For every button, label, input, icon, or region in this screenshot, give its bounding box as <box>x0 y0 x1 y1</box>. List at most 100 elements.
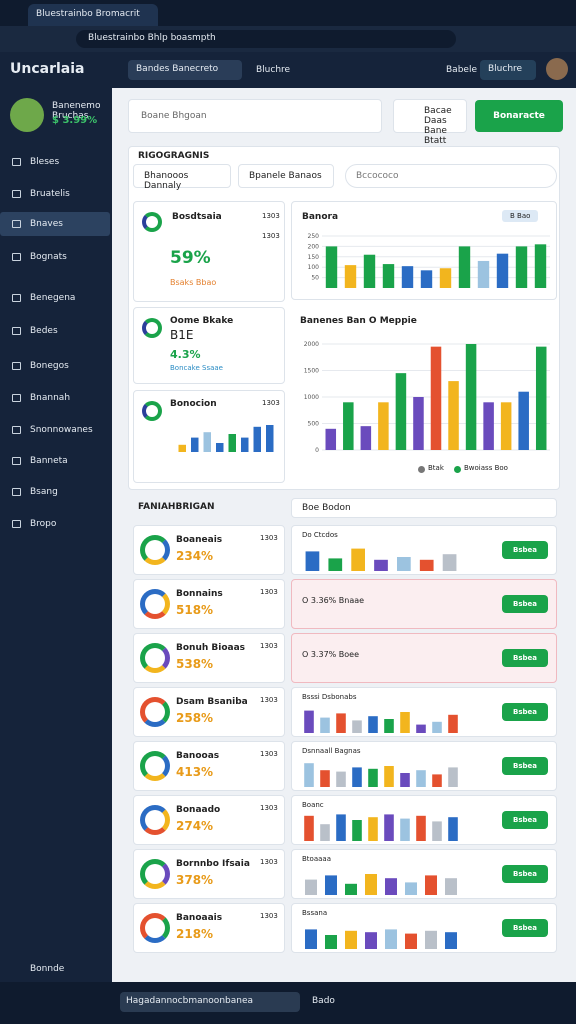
filter[interactable]: Bhanooos Dannaly <box>133 164 231 191</box>
row-button[interactable]: Bsbea <box>502 649 548 667</box>
bar <box>416 770 426 787</box>
legend-label: Btak <box>428 464 444 472</box>
row-title: Bornnbo Ifsaia <box>176 859 250 869</box>
bar <box>228 434 236 452</box>
row-button[interactable]: Bsbea <box>502 865 548 883</box>
bar <box>448 817 458 841</box>
bar <box>304 710 314 733</box>
filter[interactable]: Bpanele Banaos <box>238 164 334 188</box>
nav-icon <box>12 394 21 402</box>
filter-search[interactable]: Bccococo <box>345 164 557 188</box>
bar <box>365 932 377 949</box>
nav-item[interactable]: Bnannah <box>0 386 110 410</box>
nav-item[interactable]: Bedes <box>0 319 110 343</box>
bar-chart <box>304 763 458 787</box>
bar <box>320 770 330 787</box>
bar <box>325 428 337 450</box>
row-button[interactable]: Bsbea <box>502 919 548 937</box>
bar <box>336 771 346 787</box>
card-value: B1E <box>170 328 194 342</box>
chart-button[interactable]: B Bao <box>502 210 539 222</box>
user-name[interactable]: Babele <box>446 65 477 75</box>
card-icon <box>142 401 162 421</box>
row-button[interactable]: Bsbea <box>502 703 548 721</box>
nav-item[interactable]: Bonegos <box>0 354 110 378</box>
card-sub: 4.3% <box>170 348 201 361</box>
bar <box>320 717 330 733</box>
search-box[interactable]: Boane Bhgoan <box>128 99 382 133</box>
bar <box>384 814 394 841</box>
bar <box>385 929 397 949</box>
y-tick-label: 500 <box>308 421 320 428</box>
row-value: 518% <box>176 603 214 617</box>
info-card[interactable]: Bacae Daas Bane Btatt <box>393 99 467 146</box>
bar <box>305 551 320 571</box>
bar <box>305 929 317 949</box>
list-card: Dsam Bsaniba 258% 1303 <box>133 687 285 737</box>
taskbar-item[interactable]: Bado <box>312 996 335 1006</box>
bar <box>535 346 547 450</box>
avatar[interactable] <box>546 58 568 80</box>
bar <box>534 244 547 288</box>
bar <box>345 930 357 949</box>
bar <box>445 932 457 949</box>
card-title: Bonocion <box>170 399 217 409</box>
row-button[interactable]: Bsbea <box>502 757 548 775</box>
bar-chart <box>305 929 457 949</box>
row-button[interactable]: Bsbea <box>502 541 548 559</box>
bar <box>448 381 459 450</box>
bar-chart: 0 500 1000 1500 2000 <box>304 341 550 452</box>
donut <box>140 535 170 565</box>
logo[interactable]: Uncarlaia <box>10 61 85 77</box>
bar <box>432 821 442 841</box>
list-action[interactable]: Boe Bodon <box>291 498 557 518</box>
row-label: Btoaaaa <box>302 855 331 863</box>
nav-label: Bruatelis <box>30 189 70 199</box>
nav-item[interactable]: Bnaves <box>0 212 110 236</box>
bar <box>465 344 477 450</box>
bar <box>203 432 211 452</box>
legend-swatch <box>454 466 461 473</box>
bar <box>395 373 407 450</box>
card-icon <box>142 212 162 232</box>
taskbar-search[interactable]: Hagadannocbmanoonbanea <box>120 992 300 1012</box>
bar <box>458 246 471 288</box>
header-badge[interactable]: Bluchre <box>480 60 536 80</box>
y-tick-label: 2000 <box>304 341 319 348</box>
y-tick-label: 0 <box>315 447 319 452</box>
browser-tab[interactable]: Bluestrainbo Bromacrit <box>28 4 158 26</box>
taskbar: Hagadannocbmanoonbanea Bado <box>0 982 576 1024</box>
nav-label: Snonnowanes <box>30 425 93 435</box>
header-link[interactable]: Bluchre <box>256 65 291 75</box>
nav-item[interactable]: Bleses <box>0 150 110 174</box>
bar <box>352 720 362 733</box>
nav-item[interactable]: Bruatelis <box>0 182 110 206</box>
list-card: Banoaais 218% 1303 <box>133 903 285 953</box>
bar <box>365 874 377 895</box>
bar-chart <box>305 874 457 895</box>
nav-item[interactable]: Snonnowanes <box>0 418 110 442</box>
url-bar[interactable]: Bluestrainbo Bhlp boasmpth <box>76 30 456 48</box>
y-tick-label: 250 <box>308 233 320 240</box>
sidebar-footer[interactable]: Bonnde <box>30 964 65 974</box>
bar <box>345 883 357 895</box>
dropdown[interactable]: Bandes Banecreto <box>128 60 242 80</box>
nav-item[interactable]: Banneta <box>0 449 110 473</box>
nav-item[interactable]: Benegena <box>0 286 110 310</box>
card-title: Oome Bkake <box>170 316 234 326</box>
row-button[interactable]: Bsbea <box>502 811 548 829</box>
primary-button[interactable]: Bonaracte <box>475 100 563 132</box>
app-header: Uncarlaia Bandes Banecreto Bluchre Babel… <box>0 52 576 88</box>
row-button[interactable]: Bsbea <box>502 595 548 613</box>
bar <box>382 264 395 288</box>
nav-item[interactable]: Bsang <box>0 480 110 504</box>
bar <box>477 260 490 288</box>
row-value: 234% <box>176 549 214 563</box>
tab-bar: Bluestrainbo Bromacrit <box>0 0 576 26</box>
nav-icon <box>12 220 21 228</box>
bar <box>304 763 314 787</box>
nav-item[interactable]: Bognats <box>0 245 110 269</box>
row-title: Bonnains <box>176 589 223 599</box>
row-value: 538% <box>176 657 214 671</box>
nav-item[interactable]: Bropo <box>0 512 110 536</box>
